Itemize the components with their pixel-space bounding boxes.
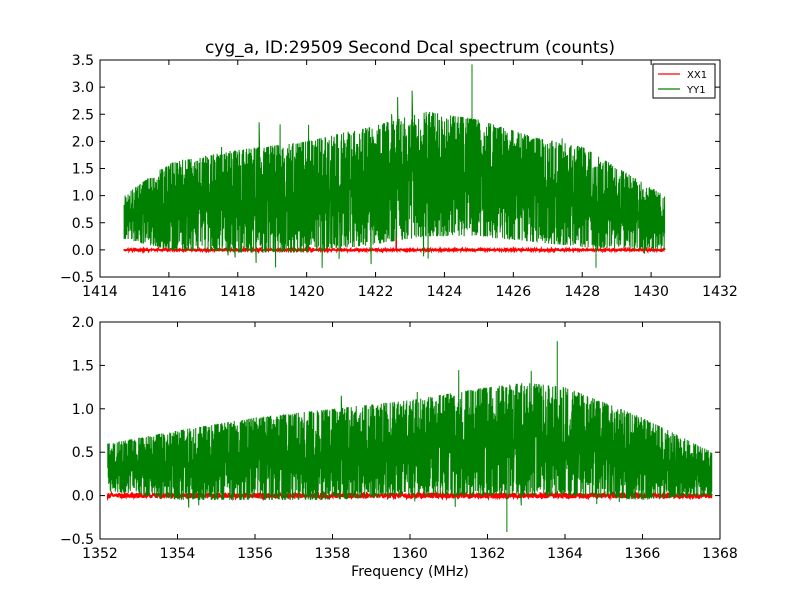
x-tick-label: 1366 <box>625 546 661 562</box>
x-tick-label: 1416 <box>151 284 187 300</box>
chart-title: cyg_a, ID:29509 Second Dcal spectrum (co… <box>205 38 615 58</box>
x-tick-label: 1368 <box>702 546 738 562</box>
y-tick-label: 1.0 <box>72 402 94 418</box>
x-tick-label: 1420 <box>289 284 325 300</box>
y-tick-label: 0.0 <box>72 243 94 259</box>
x-tick-label: 1364 <box>547 546 583 562</box>
y-tick-label: 1.5 <box>72 358 94 374</box>
x-axis-label: Frequency (MHz) <box>351 564 469 580</box>
y-tick-label: −0.5 <box>60 270 94 286</box>
y-tick-label: 2.5 <box>72 107 94 123</box>
x-tick-label: 1426 <box>496 284 532 300</box>
y-tick-label: 0.5 <box>72 216 94 232</box>
legend-label-xx1: XX1 <box>687 70 707 81</box>
top-plot: 1414 1416 1418 1420 1422 1424 1426 1428 1430 1432… <box>60 53 738 300</box>
x-tick-label: 1360 <box>392 546 428 562</box>
x-tick-label: 1354 <box>160 546 196 562</box>
x-tick-label: 1418 <box>220 284 256 300</box>
legend-label-yy1: YY1 <box>686 85 706 96</box>
x-tick-label: 1424 <box>427 284 463 300</box>
x-tick-label: 1422 <box>358 284 394 300</box>
y-tick-label: −0.5 <box>60 532 94 548</box>
y-tick-label: 3.0 <box>72 80 94 96</box>
x-tick-label: 1356 <box>237 546 273 562</box>
y-tick-label: 1.5 <box>72 162 94 178</box>
x-tick-label: 1428 <box>564 284 600 300</box>
x-tick-label: 1432 <box>702 284 738 300</box>
series-line-yy1 <box>123 64 666 268</box>
legend-box <box>652 63 716 99</box>
x-tick-label: 1414 <box>82 284 118 300</box>
y-tick-label: 1.0 <box>72 189 94 205</box>
y-tick-label: 0.5 <box>72 445 94 461</box>
x-tick-label: 1430 <box>633 284 669 300</box>
x-tick-label: 1352 <box>82 546 118 562</box>
y-tick-label: 0.0 <box>72 489 94 505</box>
series-line-yy1 <box>107 341 713 533</box>
x-tick-label: 1362 <box>470 546 506 562</box>
y-tick-label: 2.0 <box>72 315 94 331</box>
y-tick-label: 3.5 <box>72 53 94 69</box>
bottom-plot: 1352 1354 1356 1358 1360 1362 1364 1366 1368 −0.5… <box>60 315 738 580</box>
x-tick-label: 1358 <box>315 546 351 562</box>
y-tick-label: 2.0 <box>72 134 94 150</box>
